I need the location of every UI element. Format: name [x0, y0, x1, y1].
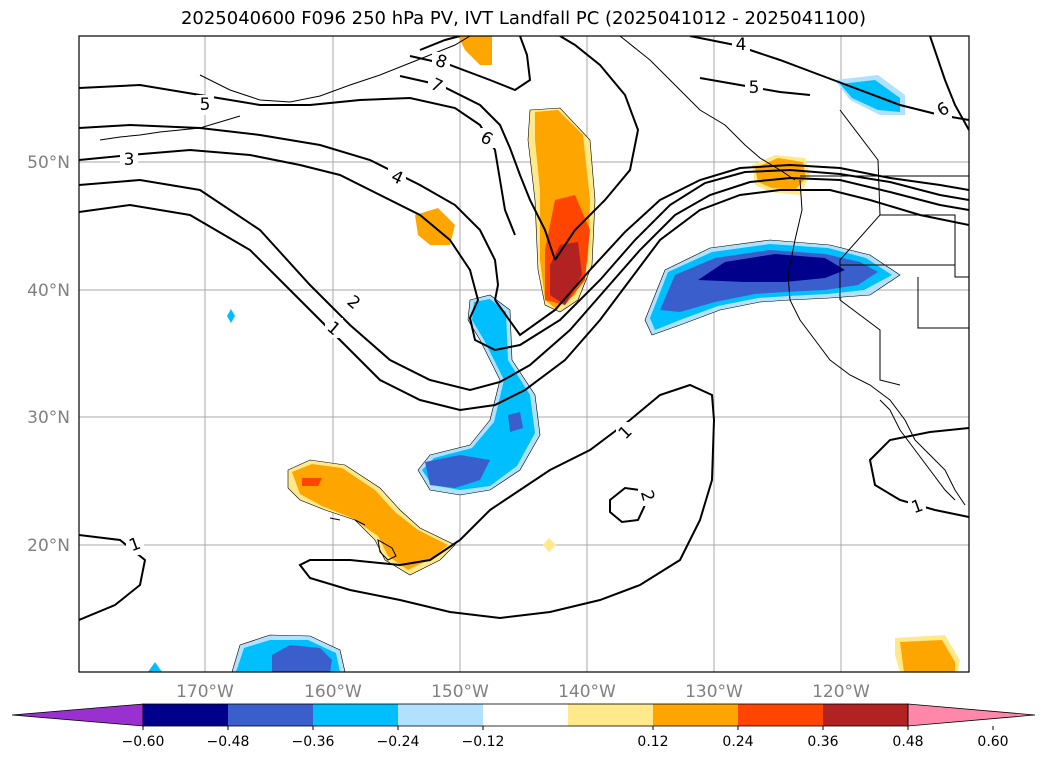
fill-darkred-core — [550, 242, 582, 305]
coast-alaska — [199, 36, 471, 103]
contour-label: 4 — [736, 35, 747, 55]
colorbar-tick-label: 0.36 — [807, 734, 838, 750]
colorbar-segment — [483, 704, 568, 726]
fill-mid-sw — [272, 645, 332, 672]
map-frame — [78, 35, 970, 673]
coast-uswest — [787, 179, 966, 506]
lat-label: 20°N — [27, 536, 70, 556]
colorbar-arrow-left — [11, 703, 144, 727]
colorbar-tick-label: 0.12 — [637, 734, 668, 750]
colorbar-arrow-right — [907, 703, 1036, 727]
lon-labels: 170°W 160°W 150°W 140°W 130°W 120°W — [176, 682, 870, 702]
contour-se-1 — [868, 427, 969, 518]
colorbar-outline — [142, 703, 909, 727]
lon-label: 140°W — [558, 682, 616, 702]
lon-label: 150°W — [431, 682, 489, 702]
contour-south-1 — [298, 383, 716, 620]
coast-aleutians — [99, 115, 241, 141]
lon-label: 160°W — [304, 682, 362, 702]
contour-ne-6 — [929, 36, 969, 131]
colorbar-segment — [143, 704, 228, 726]
fill-red-hawaii — [302, 478, 322, 486]
contour-1 — [79, 189, 969, 412]
contour-3 — [79, 148, 969, 352]
fill-blue-dot — [227, 309, 235, 323]
colorbar-segment — [313, 704, 398, 726]
colorbar: −0.60 −0.48 −0.36 −0.24 −0.12 0.12 0.24 0.36 0.4… — [11, 703, 1036, 750]
gridlines — [79, 36, 969, 672]
colorbar-tick-label: −0.48 — [207, 734, 250, 750]
lon-label: 170°W — [176, 682, 234, 702]
lon-label: 130°W — [685, 682, 743, 702]
colorbar-tick-label: 0.24 — [722, 734, 753, 750]
fill-navy-main — [698, 254, 845, 282]
fill-outlines — [231, 107, 901, 672]
fill-mid-center-a — [425, 455, 490, 488]
coast-baja — [879, 399, 956, 501]
fill-yellow-dot — [543, 538, 556, 552]
lat-labels: 50°N 40°N 30°N 20°N — [27, 153, 70, 556]
colorbar-segment — [738, 704, 823, 726]
colorbar-segment — [568, 704, 653, 726]
contour-label: 3 — [124, 150, 135, 170]
colorbar-segment — [653, 704, 738, 726]
contour-6b — [554, 36, 640, 261]
fill-mid-center-b — [508, 412, 523, 432]
contour-big-1 — [79, 534, 147, 621]
fill-orange-top — [458, 36, 492, 65]
lat-label: 40°N — [27, 281, 70, 301]
contour-label: 2 — [636, 488, 658, 504]
contour-label: 5 — [749, 78, 760, 98]
fill-orange-hawaii-core — [292, 464, 448, 570]
contour-south-2 — [609, 486, 647, 524]
colorbar-tick-label: −0.60 — [122, 734, 165, 750]
contour-8 — [419, 36, 461, 51]
contour-4b — [494, 163, 969, 337]
map-title: 2025040600 F096 250 hPa PV, IVT Landfall… — [180, 8, 867, 29]
contour-label: 5 — [200, 95, 211, 115]
colorbar-tick-label: 0.60 — [977, 734, 1008, 750]
border-states-d — [839, 299, 901, 386]
ivt-fill-positive — [288, 36, 960, 672]
fill-blue-corner — [148, 662, 162, 672]
contour-6 — [399, 75, 556, 261]
colorbar-tick-label: −0.24 — [377, 734, 420, 750]
colorbar-tick-label: 0.48 — [892, 734, 923, 750]
lat-label: 30°N — [27, 408, 70, 428]
fill-orange-sw-core — [900, 640, 955, 672]
colorbar-tick-label: −0.12 — [462, 734, 505, 750]
colorbar-segment — [398, 704, 483, 726]
pv-contour-labels: 1 2 3 4 5 6 7 8 4 5 6 1 2 1 — [120, 35, 953, 556]
lon-label: 120°W — [812, 682, 870, 702]
ivt-fill-negative — [148, 75, 905, 672]
colorbar-segment — [228, 704, 313, 726]
map-area: 1 2 3 4 5 6 7 8 4 5 6 1 2 1 — [79, 35, 969, 672]
colorbar-segment — [823, 704, 908, 726]
contour-2 — [79, 176, 969, 392]
border-states-c — [917, 277, 969, 329]
lat-label: 50°N — [27, 153, 70, 173]
colorbar-tick-label: −0.36 — [292, 734, 335, 750]
